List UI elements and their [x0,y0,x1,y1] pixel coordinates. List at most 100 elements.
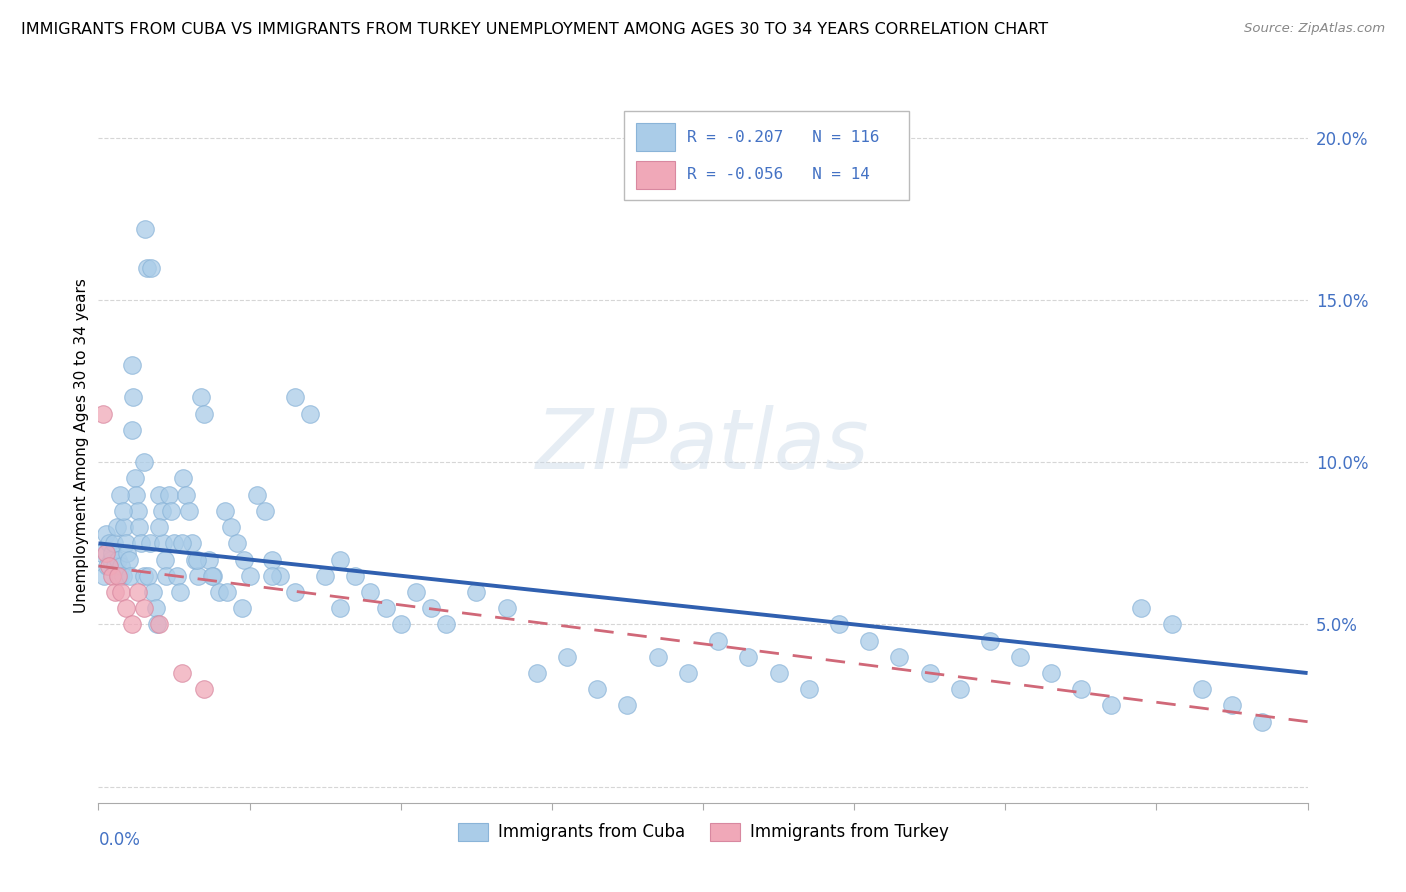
Point [284,585,307,599]
Point [155,568,177,582]
Point [214,504,236,518]
Point [134,221,156,235]
Point [148,488,170,502]
FancyBboxPatch shape [637,161,675,189]
Point [111,504,134,518]
Point [159,488,181,502]
Point [139,536,162,550]
Point [101,568,124,582]
Point [120,568,142,582]
Point [118,552,141,566]
Point [172,471,194,485]
Point [586,682,609,697]
Y-axis label: Unemployment Among Ages 30 to 34 years: Unemployment Among Ages 30 to 34 years [75,278,89,614]
Point [1070,682,1092,697]
Point [193,682,215,697]
Point [246,488,269,502]
Point [253,504,276,518]
Point [221,520,243,534]
Point [132,568,155,582]
Point [647,649,669,664]
Point [142,585,165,599]
Point [105,520,128,534]
Point [1220,698,1243,713]
Point [152,536,174,550]
Point [360,585,382,599]
Point [108,568,131,582]
Point [918,666,941,681]
Point [91,407,114,421]
Point [94,546,117,560]
Point [676,666,699,681]
Point [329,552,352,566]
Point [269,568,291,582]
Point [374,601,396,615]
Point [858,633,880,648]
Point [121,358,143,372]
Point [208,585,231,599]
Legend: Immigrants from Cuba, Immigrants from Turkey: Immigrants from Cuba, Immigrants from Tu… [451,816,955,848]
Point [465,585,488,599]
Point [132,601,155,615]
Point [186,552,208,566]
Point [108,488,131,502]
Point [1039,666,1062,681]
Point [115,546,138,560]
Point [239,568,262,582]
Point [96,559,118,574]
Point [98,536,121,550]
Point [179,504,201,518]
Point [329,601,352,615]
Point [197,552,219,566]
Point [103,536,125,550]
Point [828,617,851,632]
Point [94,526,117,541]
Point [226,536,249,550]
Point [797,682,820,697]
Point [101,546,124,560]
Point [526,666,548,681]
Point [160,504,183,518]
FancyBboxPatch shape [637,123,675,152]
Point [314,568,336,582]
Point [148,617,170,632]
Point [111,568,134,582]
Point [163,536,186,550]
Text: R = -0.207   N = 116: R = -0.207 N = 116 [688,129,880,145]
Point [202,568,225,582]
Point [949,682,972,697]
Point [420,601,443,615]
Point [141,260,163,275]
Point [110,585,132,599]
Point [136,568,159,582]
Point [979,633,1001,648]
Point [187,568,209,582]
Point [146,617,169,632]
Point [181,536,204,550]
Point [93,568,115,582]
Point [170,666,193,681]
Text: Source: ZipAtlas.com: Source: ZipAtlas.com [1244,22,1385,36]
Point [1099,698,1122,713]
Point [100,552,122,566]
Point [169,585,191,599]
Point [122,390,145,404]
Point [616,698,638,713]
Point [104,559,127,574]
Text: IMMIGRANTS FROM CUBA VS IMMIGRANTS FROM TURKEY UNEMPLOYMENT AMONG AGES 30 TO 34 : IMMIGRANTS FROM CUBA VS IMMIGRANTS FROM … [21,22,1049,37]
Point [166,568,188,582]
Point [495,601,517,615]
Point [768,666,790,681]
Point [104,585,127,599]
Point [1160,617,1182,632]
Point [389,617,412,632]
Point [434,617,457,632]
Point [132,455,155,469]
Point [889,649,911,664]
Point [114,536,136,550]
Point [555,649,578,664]
Point [707,633,730,648]
Point [121,617,143,632]
Point [1010,649,1032,664]
Point [231,601,253,615]
